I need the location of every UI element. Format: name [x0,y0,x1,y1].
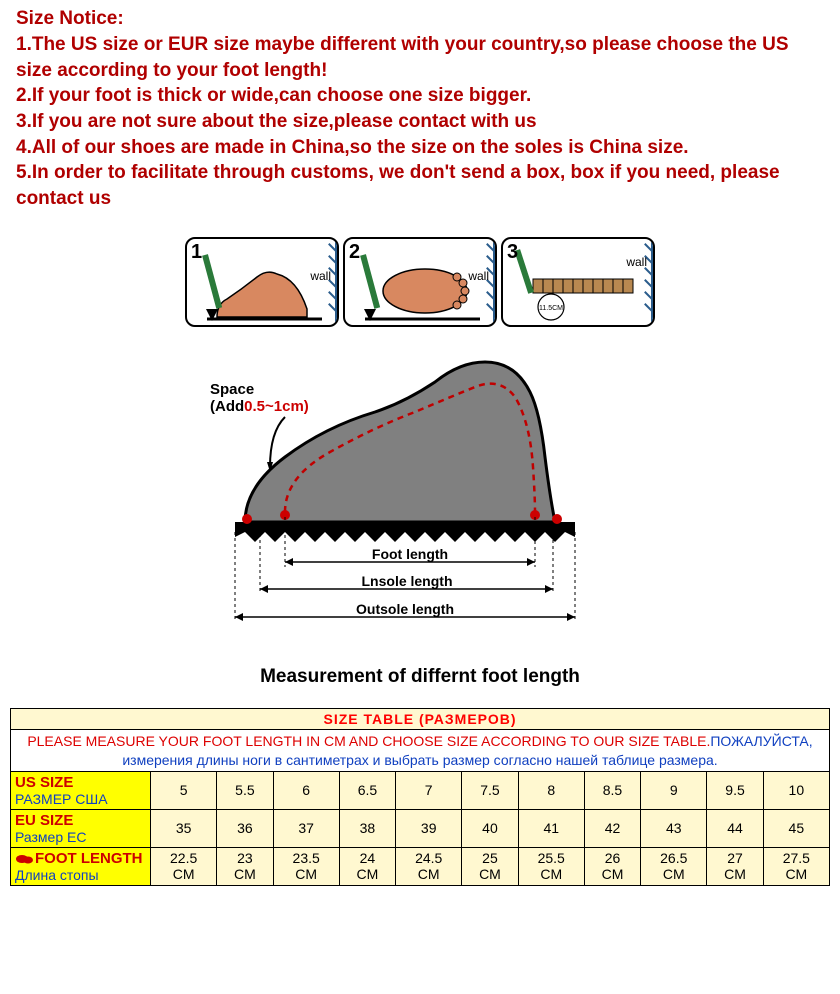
notice-title: Size Notice: [16,8,818,30]
table-cell: 8.5 [584,771,640,809]
svg-text:11.5CM: 11.5CM [539,305,563,312]
table-cell: 40 [462,809,518,847]
row-header: EU SIZE Размер ЕС [11,809,151,847]
table-cell: 24CM [339,847,395,885]
table-cell: 43 [641,809,707,847]
shoe-diagram: Space (Add0.5~1cm) Foot length [175,337,665,657]
table-cell: 25.5CM [518,847,584,885]
wall-hatch-icon [643,239,653,325]
table-cell: 6.5 [339,771,395,809]
table-cell: 5.5 [217,771,273,809]
notice-line: 5.In order to facilitate through customs… [16,160,818,211]
notice-line: 1.The US size or EUR size maybe differen… [16,32,818,83]
step-box-3: 3 11.5CM wall [501,237,655,327]
hdr-ru: Размер ЕС [15,829,146,845]
hdr-en: FOOT LENGTH [15,850,146,867]
table-cell: 10 [763,771,829,809]
table-cell: 24.5CM [396,847,462,885]
table-cell: 7 [396,771,462,809]
notice-line: 2.If your foot is thick or wide,can choo… [16,83,818,109]
hdr-en: EU SIZE [15,812,146,829]
hdr-ru: Длина стопы [15,867,146,883]
table-cell: 42 [584,809,640,847]
table-cell: 5 [151,771,217,809]
step-number: 1 [191,241,202,264]
table-cell: 26CM [584,847,640,885]
table-cell: 44 [707,809,763,847]
table-cell: 25CM [462,847,518,885]
hdr-ru: РАЗМЕР США [15,791,146,807]
note-en: PLEASE MEASURE YOUR FOOT LENGTH IN CM AN… [27,733,710,749]
table-cell: 27CM [707,847,763,885]
step2-svg [345,239,497,327]
table-cell: 37 [273,809,339,847]
step-number: 3 [507,241,518,264]
table-cell: 39 [396,809,462,847]
size-notice: Size Notice: 1.The US size or EUR size m… [0,0,840,219]
table-cell: 9.5 [707,771,763,809]
eu-size-row: EU SIZE Размер ЕС 35 36 37 38 39 40 41 4… [11,809,830,847]
wall-label: wall [626,255,647,269]
foot-icon [15,852,33,866]
table-cell: 27.5CM [763,847,829,885]
measurement-diagram: 1 wall 2 [0,219,840,696]
size-table-section: SIZE TABLE (РАЗМЕРОВ) PLEASE MEASURE YOU… [0,708,840,885]
table-cell: 8 [518,771,584,809]
steps-row: 1 wall 2 [183,237,657,327]
table-cell: 23.5CM [273,847,339,885]
step3-svg: 11.5CM [503,239,655,327]
step-box-2: 2 wall [343,237,497,327]
notice-line: 4.All of our shoes are made in China,so … [16,135,818,161]
table-cell: 23CM [217,847,273,885]
table-cell: 9 [641,771,707,809]
diagram-caption: Measurement of differnt foot length [0,666,840,688]
size-table-note: PLEASE MEASURE YOUR FOOT LENGTH IN CM AN… [11,730,830,771]
svg-text:Foot length: Foot length [372,546,448,562]
table-cell: 26.5CM [641,847,707,885]
size-table-title: SIZE TABLE (РАЗМЕРОВ) [11,709,830,730]
table-cell: 38 [339,809,395,847]
size-table: SIZE TABLE (РАЗМЕРОВ) PLEASE MEASURE YOU… [10,708,830,885]
shoe-svg: Foot length Lnsole length Outsole length [175,337,665,657]
step-number: 2 [349,241,360,264]
table-cell: 45 [763,809,829,847]
table-cell: 6 [273,771,339,809]
us-size-row: US SIZE РАЗМЕР США 5 5.5 6 6.5 7 7.5 8 8… [11,771,830,809]
table-cell: 35 [151,809,217,847]
table-cell: 41 [518,809,584,847]
row-header: US SIZE РАЗМЕР США [11,771,151,809]
wall-label: wall [310,269,331,283]
table-cell: 22.5CM [151,847,217,885]
row-header: FOOT LENGTH Длина стопы [11,847,151,885]
step1-svg [187,239,339,327]
step-box-1: 1 wall [185,237,339,327]
table-cell: 7.5 [462,771,518,809]
hdr-en: US SIZE [15,774,146,791]
notice-line: 3.If you are not sure about the size,ple… [16,109,818,135]
table-cell: 36 [217,809,273,847]
svg-text:Lnsole length: Lnsole length [362,573,453,589]
svg-text:Outsole length: Outsole length [356,601,454,617]
foot-length-row: FOOT LENGTH Длина стопы 22.5CM 23CM 23.5… [11,847,830,885]
wall-label: wall [468,269,489,283]
